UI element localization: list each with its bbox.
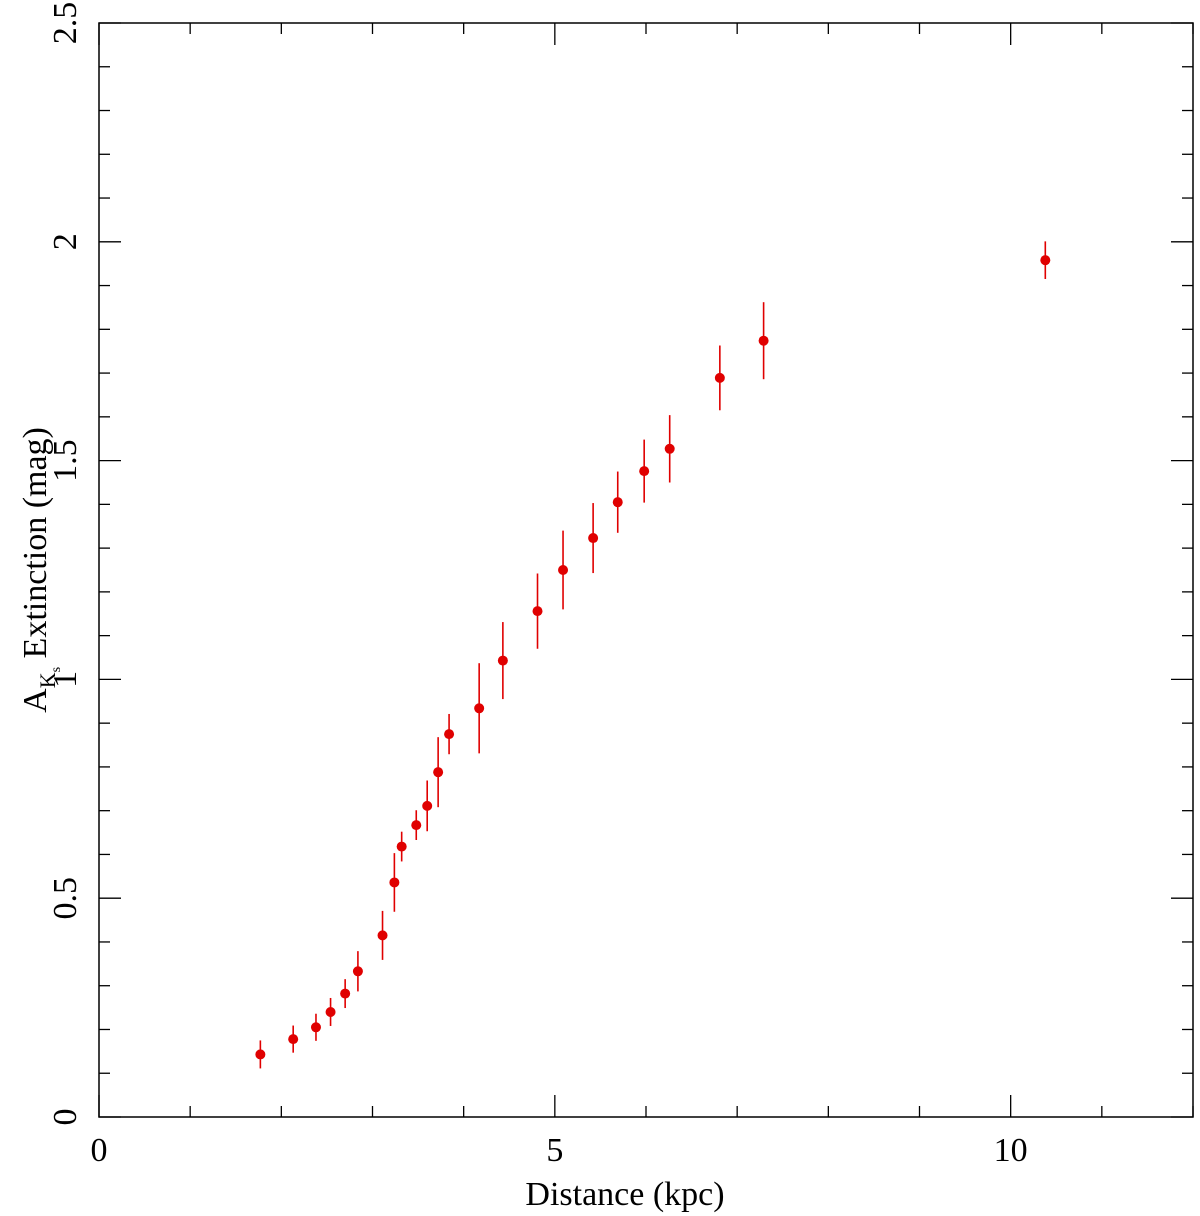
data-point xyxy=(558,565,569,575)
data-point xyxy=(389,877,400,888)
data-point xyxy=(288,1034,299,1045)
y-axis-title-prefix: A xyxy=(17,688,54,713)
y-tick-label: 0 xyxy=(47,1109,84,1126)
y-tick-label: 2.5 xyxy=(47,2,84,45)
data-point xyxy=(352,966,363,977)
data-point xyxy=(588,533,599,544)
data-points xyxy=(255,241,1051,1069)
axis-ticks xyxy=(98,22,1194,1118)
data-point xyxy=(532,606,543,617)
tick-labels: 0 5 10 0 0.5 1 1.5 2 2.5 xyxy=(47,2,1028,1169)
y-tick-label: 2 xyxy=(47,233,84,250)
data-point xyxy=(396,841,407,852)
data-point xyxy=(433,767,444,778)
x-axis-title: Distance (kpc) xyxy=(525,1176,724,1213)
data-point xyxy=(714,372,725,383)
y-axis-title-suffix: Extinction (mag) xyxy=(17,427,54,667)
y-axis-title-sub: K xyxy=(35,672,60,688)
data-point xyxy=(310,1022,321,1033)
data-point xyxy=(664,443,675,454)
y-tick-label: 1 xyxy=(47,671,84,688)
data-point xyxy=(340,988,351,999)
x-tick-label: 10 xyxy=(994,1132,1028,1169)
data-point xyxy=(377,930,388,941)
x-tick-label: 5 xyxy=(546,1132,563,1169)
data-point xyxy=(497,655,508,666)
y-tick-label: 1.5 xyxy=(47,439,84,482)
data-point xyxy=(639,466,650,477)
data-point xyxy=(612,497,623,508)
data-point xyxy=(325,1006,336,1017)
plot-frame xyxy=(98,22,1194,1118)
data-point xyxy=(411,820,422,831)
x-tick-label: 0 xyxy=(91,1132,108,1169)
y-axis-title-subsub: s xyxy=(49,667,64,672)
data-point xyxy=(255,1049,266,1060)
svg-text:AKs Extinction (mag): AKs Extinction (mag) xyxy=(17,427,64,713)
data-point xyxy=(444,729,455,740)
data-point xyxy=(1040,255,1051,266)
data-point xyxy=(474,703,485,714)
data-point xyxy=(422,800,433,811)
y-tick-label: 0.5 xyxy=(47,877,84,920)
y-axis-title: AKs Extinction (mag) xyxy=(17,427,64,713)
data-point xyxy=(758,335,769,346)
